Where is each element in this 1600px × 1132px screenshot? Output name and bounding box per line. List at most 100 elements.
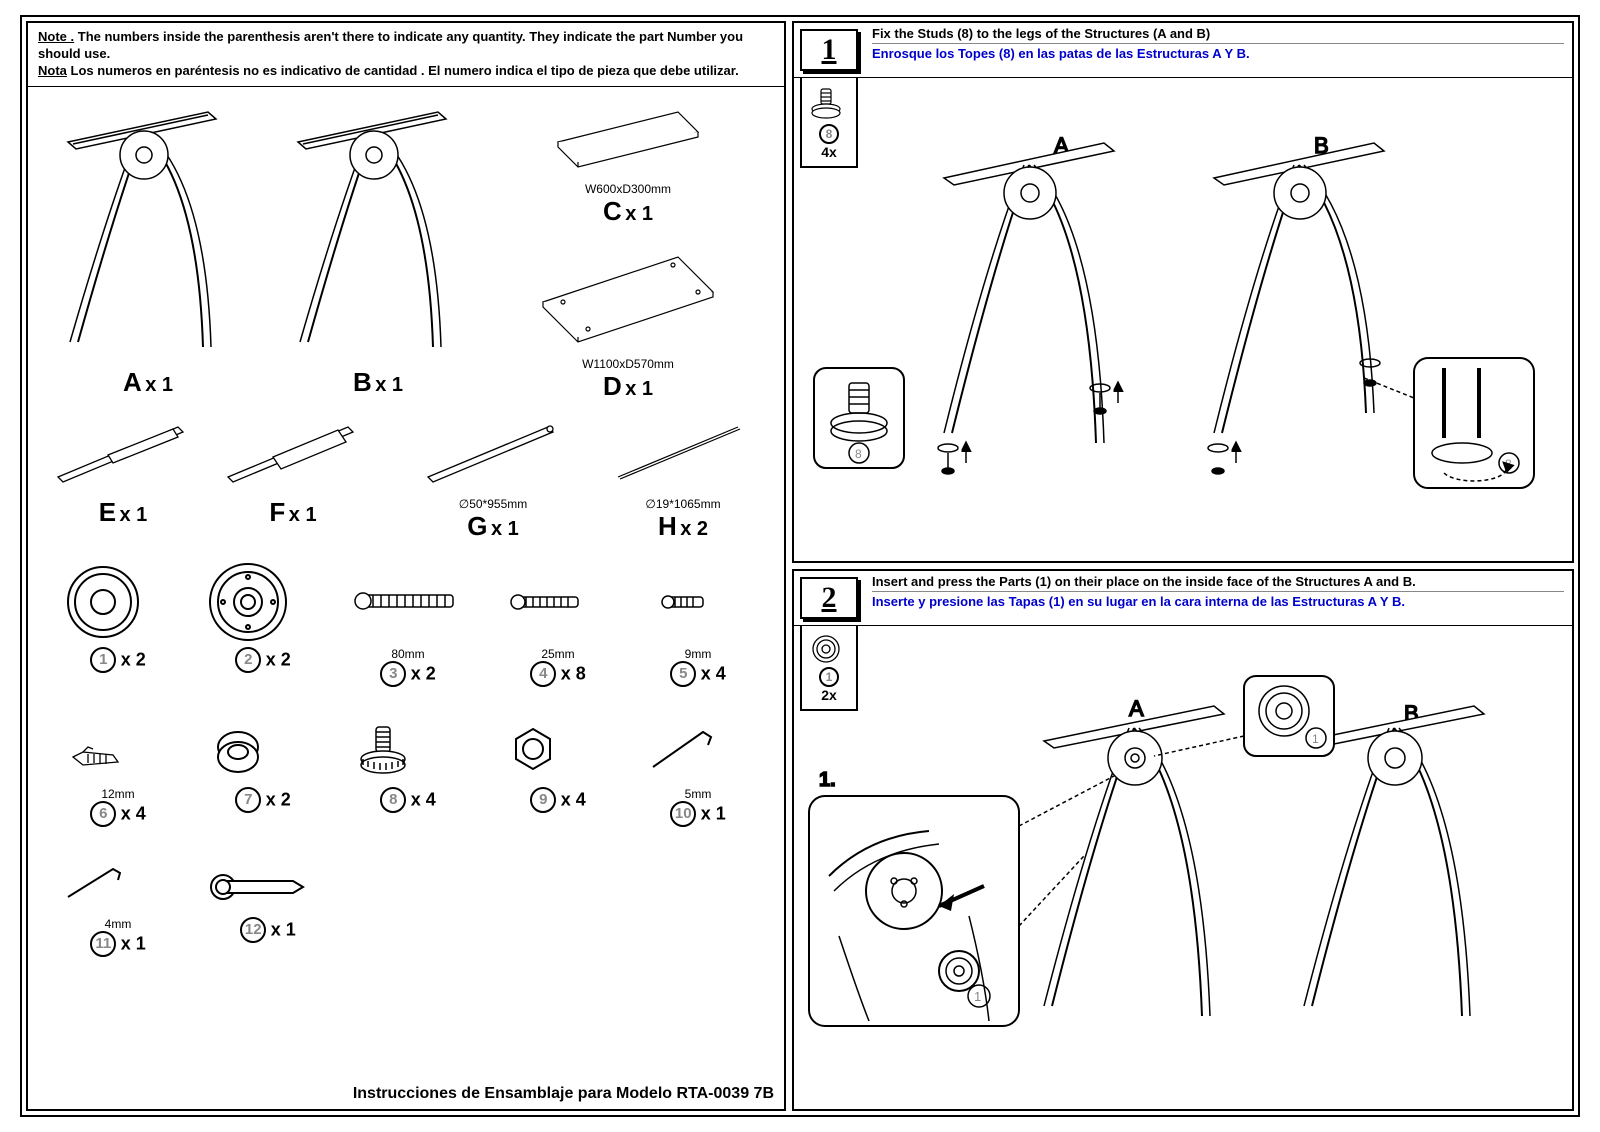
hw-5-dim: 9mm <box>643 647 753 661</box>
part-F: F x 1 <box>218 417 368 528</box>
steps-column: 1 Fix the Studs (8) to the legs of the S… <box>792 21 1574 1111</box>
hw-7-qty: x 2 <box>266 789 291 809</box>
part-B-drawing <box>278 97 478 367</box>
part-D-label: D <box>603 371 621 401</box>
step-2-panel: 2 Insert and press the Parts (1) on thei… <box>792 569 1574 1111</box>
part-G-dim: ∅50*955mm <box>418 497 568 511</box>
part-B-label: B <box>353 367 371 397</box>
svg-text:8: 8 <box>855 447 862 461</box>
hw-7: 7 x 2 <box>203 717 323 813</box>
hw-12: 12 x 1 <box>203 857 333 943</box>
hw-2-qty: x 2 <box>266 649 291 669</box>
hw-7-drawing <box>203 717 273 787</box>
hw-3: 80mm 3 x 2 <box>348 557 468 687</box>
hw-5-num: 5 <box>670 661 696 687</box>
hw-10-qty: x 1 <box>701 803 726 823</box>
step-1-body: 8 4x A <box>794 78 1572 561</box>
hw-2: 2 x 2 <box>203 557 323 673</box>
note-es-text: Los numeros en paréntesis no es indicati… <box>71 63 739 78</box>
note-es-label: Nota <box>38 63 67 78</box>
svg-text:1: 1 <box>1312 732 1319 746</box>
step2-label-A: A <box>1129 696 1144 721</box>
part-D-drawing <box>528 247 728 357</box>
hw-8-drawing <box>348 717 418 787</box>
step2-sub: 1. <box>819 769 836 791</box>
hw-6: 12mm 6 x 4 <box>58 717 178 827</box>
part-G-qty: x 1 <box>491 518 519 540</box>
step-2-text: Insert and press the Parts (1) on their … <box>864 571 1572 625</box>
step-1-panel: 1 Fix the Studs (8) to the legs of the S… <box>792 21 1574 563</box>
parts-area: A x 1 B x 1 <box>28 87 784 1109</box>
hw-3-num: 3 <box>380 661 406 687</box>
hw-1-num: 1 <box>90 647 116 673</box>
hw-12-num: 12 <box>240 917 266 943</box>
part-A-drawing <box>48 97 248 367</box>
note-box: Note . The numbers inside the parenthesi… <box>28 23 784 87</box>
part-E-label: E <box>99 497 115 527</box>
hw-11: 4mm 11 x 1 <box>58 857 178 957</box>
hw-2-drawing <box>203 557 293 647</box>
step-1-en: Fix the Studs (8) to the legs of the Str… <box>872 26 1564 44</box>
part-H-drawing <box>608 417 758 497</box>
hw-9: 9 x 4 <box>498 717 618 813</box>
part-C-qty: x 1 <box>625 203 653 225</box>
part-G-label: G <box>467 511 486 541</box>
part-F-label: F <box>269 497 284 527</box>
hw-5: 9mm 5 x 4 <box>643 557 753 687</box>
part-H-qty: x 2 <box>680 518 708 540</box>
hw-6-qty: x 4 <box>121 803 146 823</box>
part-H-label: H <box>658 511 676 541</box>
part-C-label: C <box>603 196 621 226</box>
hw-7-num: 7 <box>235 787 261 813</box>
part-E-drawing <box>48 417 198 497</box>
assembly-sheet: Note . The numbers inside the parenthesi… <box>20 15 1580 1117</box>
hw-3-qty: x 2 <box>411 663 436 683</box>
step-1-text: Fix the Studs (8) to the legs of the Str… <box>864 23 1572 77</box>
note-en-label: Note . <box>38 29 74 44</box>
step-1-es: Enrosque los Topes (8) en las patas de l… <box>872 46 1564 61</box>
footer-title: Instrucciones de Ensamblaje para Modelo … <box>353 1085 774 1103</box>
part-E: E x 1 <box>48 417 198 528</box>
part-G-drawing <box>418 417 568 497</box>
hw-4-drawing <box>498 557 598 647</box>
hw-4-qty: x 8 <box>561 663 586 683</box>
step-2-header: 2 Insert and press the Parts (1) on thei… <box>794 571 1572 626</box>
hw-5-drawing <box>643 557 723 647</box>
hw-8-num: 8 <box>380 787 406 813</box>
part-A-label: A <box>123 367 141 397</box>
step-2-illustration: 1. A B <box>794 626 1554 1056</box>
hw-4-num: 4 <box>530 661 556 687</box>
part-H: ∅19*1065mm H x 2 <box>608 417 758 542</box>
hw-4: 25mm 4 x 8 <box>498 557 618 687</box>
step-1-header: 1 Fix the Studs (8) to the legs of the S… <box>794 23 1572 78</box>
hw-8-qty: x 4 <box>411 789 436 809</box>
hw-12-qty: x 1 <box>271 919 296 939</box>
part-G: ∅50*955mm G x 1 <box>418 417 568 542</box>
hw-4-dim: 25mm <box>498 647 618 661</box>
hw-6-dim: 12mm <box>58 787 178 801</box>
hw-10-dim: 5mm <box>643 787 753 801</box>
step-2-es: Inserte y presione las Tapas (1) en su l… <box>872 594 1564 609</box>
part-C-drawing <box>538 102 718 182</box>
svg-text:8: 8 <box>1505 457 1512 471</box>
part-B: B x 1 <box>278 97 478 398</box>
part-D: W1100xD570mm D x 1 <box>528 247 728 402</box>
svg-text:1: 1 <box>974 989 981 1004</box>
part-F-drawing <box>218 417 368 497</box>
hw-1: 1 x 2 <box>58 557 178 673</box>
hw-10: 5mm 10 x 1 <box>643 717 753 827</box>
hw-10-drawing <box>643 717 723 787</box>
part-B-qty: x 1 <box>375 374 403 396</box>
hw-12-drawing <box>203 857 313 917</box>
step-2-number: 2 <box>800 577 858 619</box>
part-H-dim: ∅19*1065mm <box>608 497 758 511</box>
hw-8: 8 x 4 <box>348 717 468 813</box>
hw-6-drawing <box>58 717 138 787</box>
part-A: A x 1 <box>48 97 248 398</box>
hw-11-qty: x 1 <box>121 933 146 953</box>
hw-11-num: 11 <box>90 931 116 957</box>
step-1-number: 1 <box>800 29 858 71</box>
part-A-qty: x 1 <box>145 374 173 396</box>
hw-9-drawing <box>498 717 568 787</box>
hw-3-drawing <box>348 557 468 647</box>
